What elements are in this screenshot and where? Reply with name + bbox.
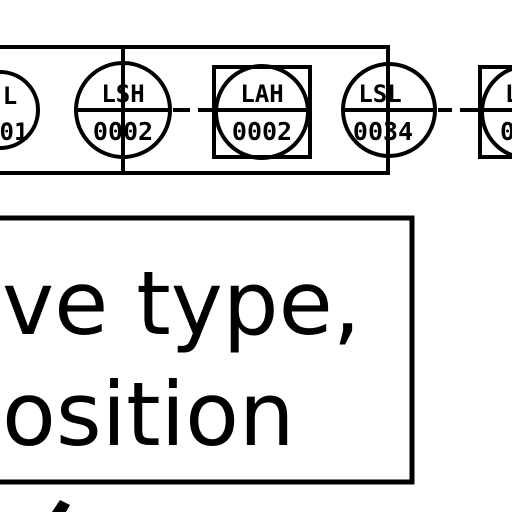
- tag-lah-line2: 0002: [232, 117, 292, 146]
- callout-box: ve type, osition: [0, 215, 415, 485]
- tag-lah-line1: LAH: [240, 80, 283, 108]
- callout-line-1: ve type,: [2, 252, 361, 355]
- tag-lsl-line2: 0034: [353, 117, 413, 146]
- tag-lsh-line2: 0002: [93, 117, 153, 146]
- callout-line-2: osition: [2, 363, 295, 466]
- tag-1-line2: 01: [0, 118, 28, 146]
- callout-frame: [0, 215, 415, 485]
- partial-glyph-bottom: [52, 500, 70, 512]
- tag-lsh-line1: LSH: [101, 80, 144, 108]
- instrument-cluster: [0, 45, 512, 175]
- instrument-bubble-1: [0, 70, 40, 150]
- tag-right-line1: L: [505, 80, 512, 108]
- tag-lsl-line1: LSL: [358, 80, 401, 108]
- tag-1-line1: L: [3, 82, 17, 110]
- tag-right-line2: 0: [500, 117, 512, 146]
